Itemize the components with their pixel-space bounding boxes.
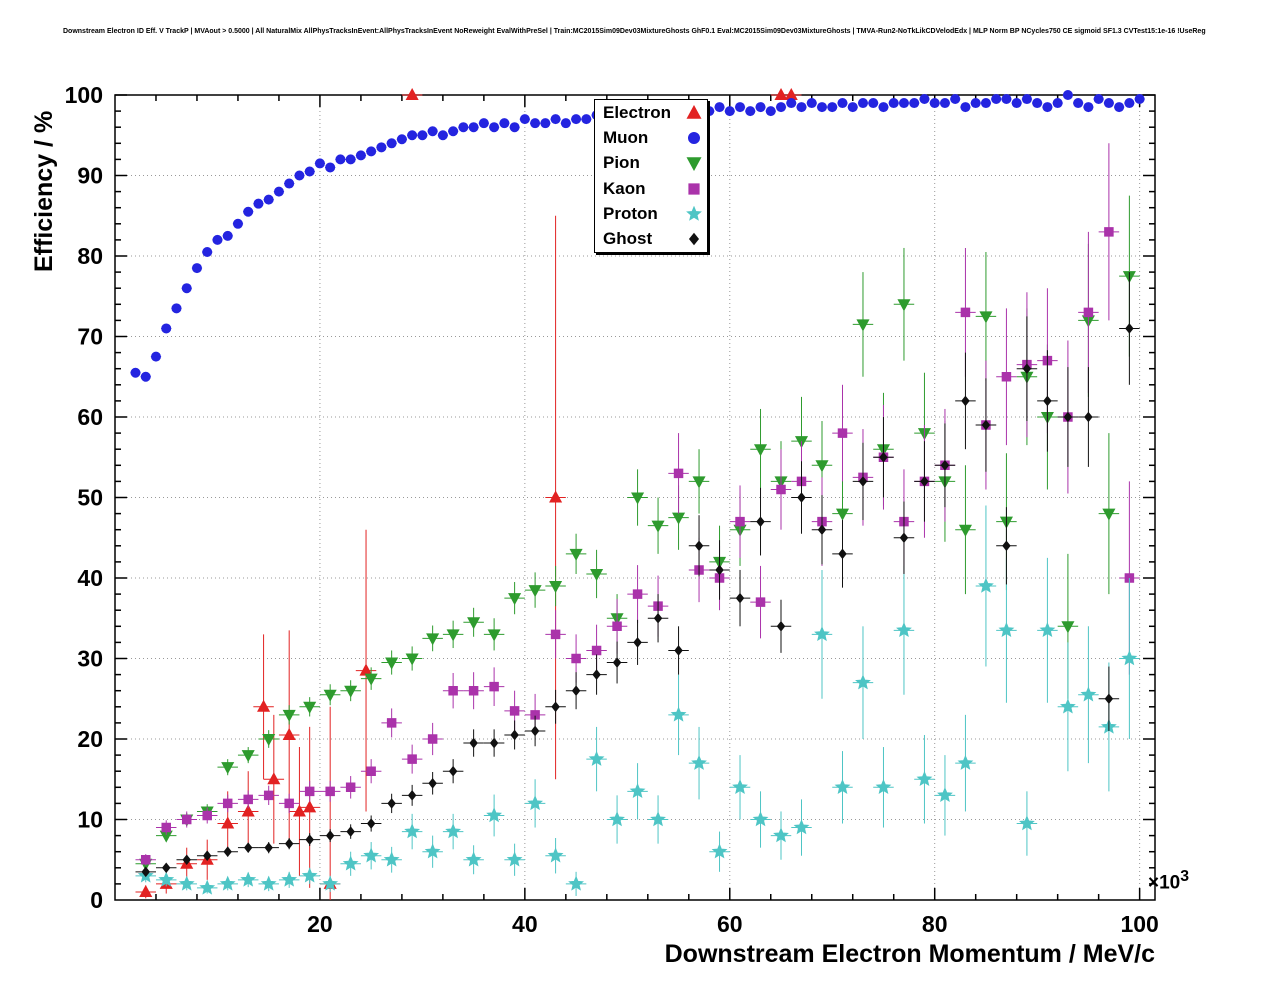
svg-text:90: 90 xyxy=(77,163,103,189)
svg-text:0: 0 xyxy=(90,887,103,913)
legend-label-pion: Pion xyxy=(603,153,640,173)
svg-text:80: 80 xyxy=(922,911,948,937)
legend-item-electron: Electron xyxy=(595,100,707,125)
svg-text:40: 40 xyxy=(77,565,103,591)
muon-marker-icon xyxy=(686,130,702,146)
exp-base: ×10 xyxy=(1148,872,1181,894)
svg-text:80: 80 xyxy=(77,243,103,269)
x-axis-exponent: ×103 xyxy=(1148,868,1189,894)
svg-text:40: 40 xyxy=(512,911,538,937)
svg-text:20: 20 xyxy=(307,911,333,937)
exp-power: 3 xyxy=(1180,868,1190,885)
legend-item-kaon: Kaon xyxy=(595,176,707,201)
legend-item-pion: Pion xyxy=(595,151,707,176)
svg-text:60: 60 xyxy=(717,911,743,937)
svg-text:50: 50 xyxy=(77,485,103,511)
ghost-marker-icon xyxy=(686,231,702,247)
proton-marker-icon xyxy=(686,205,702,222)
svg-text:100: 100 xyxy=(1120,911,1158,937)
plot-title: Downstream Electron ID Eff. V TrackP | M… xyxy=(63,28,1206,35)
legend-item-proton: Proton xyxy=(595,201,707,226)
legend-label-electron: Electron xyxy=(603,102,672,122)
kaon-marker-icon xyxy=(686,181,702,197)
legend: Electron Muon Pion Kaon Proton Ghost xyxy=(594,99,708,253)
legend-item-muon: Muon xyxy=(595,125,707,150)
legend-label-proton: Proton xyxy=(603,203,658,223)
svg-text:60: 60 xyxy=(77,404,103,430)
legend-item-ghost: Ghost xyxy=(595,226,707,251)
legend-label-kaon: Kaon xyxy=(603,178,646,198)
svg-text:30: 30 xyxy=(77,646,103,672)
y-axis-title: Efficiency / % xyxy=(30,110,58,272)
svg-text:70: 70 xyxy=(77,324,103,350)
pion-marker-icon xyxy=(686,155,702,172)
svg-text:100: 100 xyxy=(65,82,103,108)
x-axis-title: Downstream Electron Momentum / MeV/c xyxy=(664,940,1155,968)
legend-label-muon: Muon xyxy=(603,127,649,147)
svg-text:20: 20 xyxy=(77,726,103,752)
svg-text:10: 10 xyxy=(77,807,103,833)
electron-marker-icon xyxy=(686,104,702,121)
legend-label-ghost: Ghost xyxy=(603,229,653,249)
